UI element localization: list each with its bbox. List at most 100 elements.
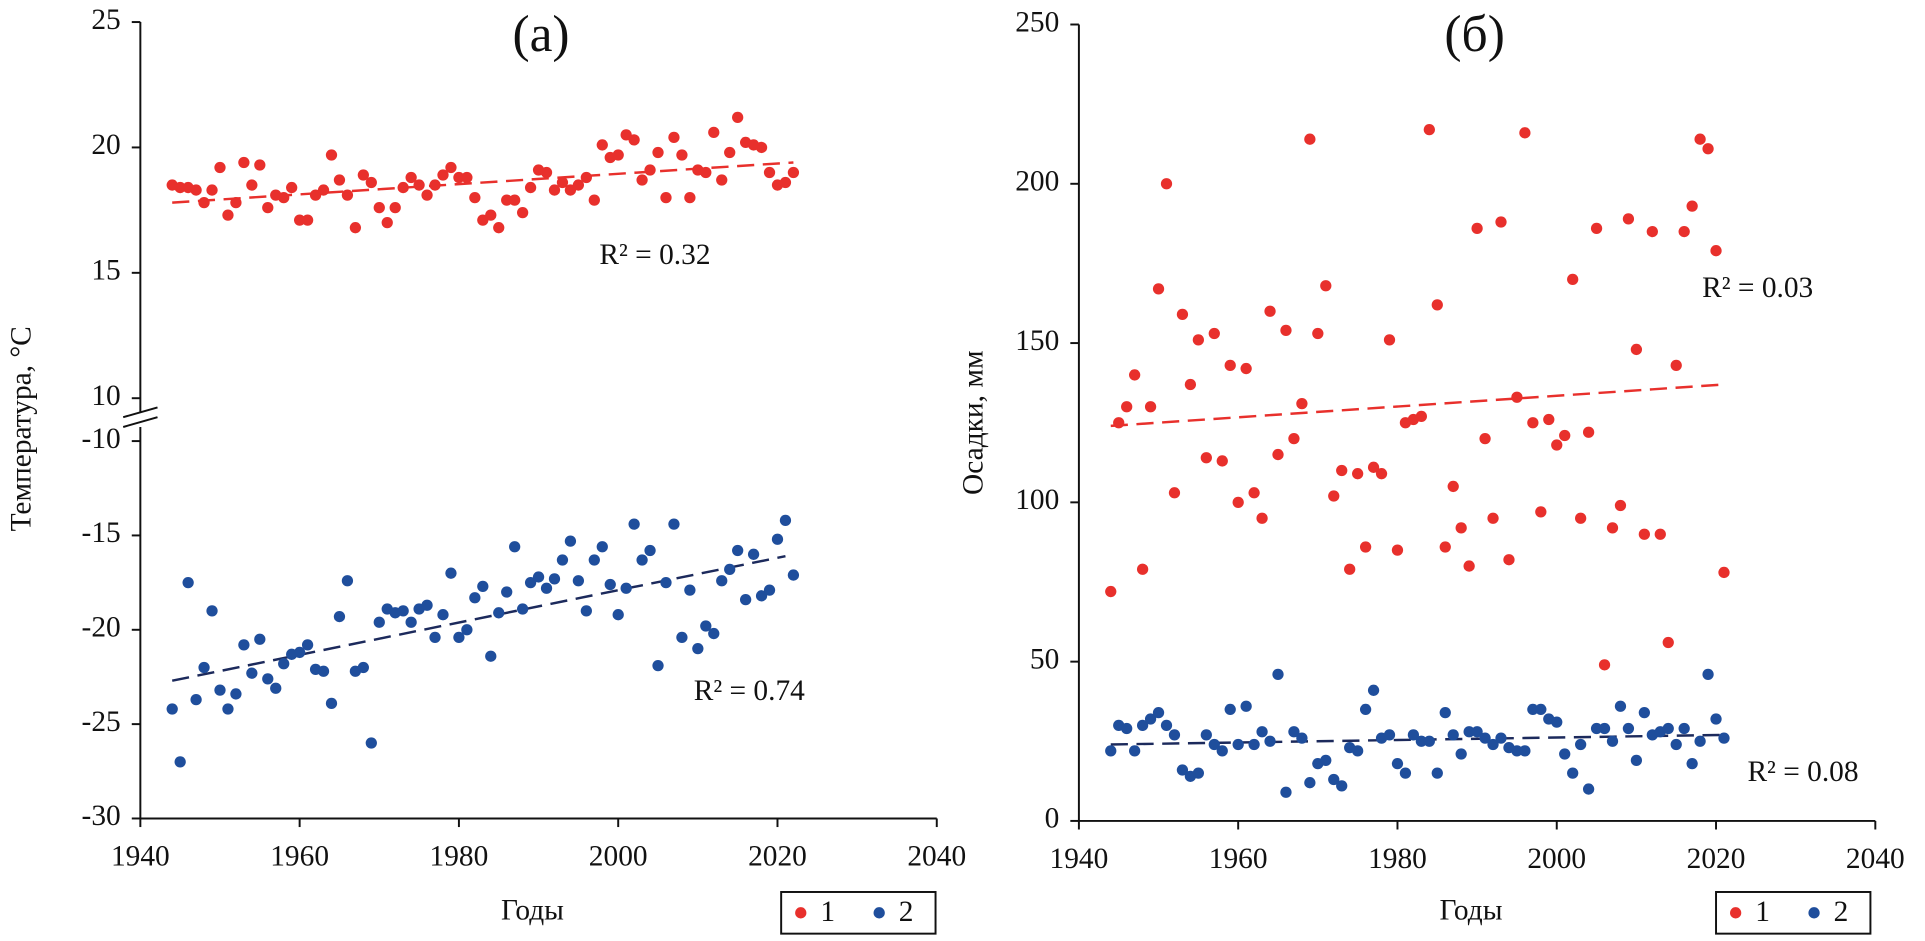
- data-point: [1590, 222, 1603, 235]
- data-point: [668, 518, 680, 530]
- data-point: [262, 201, 274, 214]
- data-point: [405, 616, 417, 628]
- data-point: [1168, 729, 1181, 741]
- data-point: [700, 620, 712, 632]
- y-tick-label: 100: [1015, 484, 1059, 516]
- data-point: [461, 171, 473, 184]
- data-point: [1535, 506, 1547, 518]
- data-point: [349, 222, 362, 234]
- data-point: [1232, 738, 1244, 751]
- data-point: [1447, 729, 1459, 741]
- data-point: [548, 184, 561, 196]
- data-point: [437, 609, 449, 621]
- y-tick-label: 0: [1045, 803, 1060, 835]
- data-point: [485, 209, 497, 221]
- data-point: [1614, 499, 1627, 512]
- data-point: [1240, 362, 1252, 375]
- data-point: [1344, 563, 1356, 575]
- data-point: [373, 616, 385, 628]
- data-point: [1479, 433, 1491, 445]
- x-tick-label: 2040: [907, 841, 966, 873]
- data-point: [1455, 522, 1467, 534]
- legend-marker: [1730, 907, 1742, 919]
- data-point: [1144, 401, 1157, 413]
- legend-box: [780, 891, 937, 935]
- x-tick-label: 1940: [1050, 843, 1109, 875]
- data-point: [341, 189, 354, 201]
- data-point: [572, 179, 585, 191]
- data-point: [1288, 433, 1300, 445]
- data-point: [469, 592, 481, 604]
- data-point: [1718, 732, 1730, 744]
- data-point: [1662, 722, 1674, 735]
- data-point: [413, 179, 425, 191]
- data-point: [755, 141, 768, 154]
- x-tick-label: 2020: [1687, 843, 1746, 875]
- data-point: [524, 576, 537, 589]
- data-point: [190, 693, 202, 706]
- r2-annotation: R² = 0.32: [599, 239, 710, 271]
- y-tick-label: 15: [91, 255, 120, 287]
- data-point: [389, 201, 401, 214]
- data-point: [1431, 299, 1443, 311]
- data-point: [628, 134, 640, 146]
- data-point: [1710, 713, 1722, 725]
- data-point: [1543, 413, 1555, 426]
- data-point: [1240, 700, 1252, 712]
- data-point: [532, 571, 545, 583]
- data-point: [214, 684, 226, 696]
- legend-label: 2: [899, 896, 914, 928]
- data-point: [1407, 729, 1420, 741]
- data-point: [732, 544, 744, 557]
- data-point: [1264, 735, 1276, 747]
- data-point: [1535, 703, 1547, 716]
- data-point: [293, 214, 306, 226]
- data-point: [1144, 713, 1157, 725]
- data-point: [787, 166, 800, 179]
- data-point: [190, 184, 202, 196]
- data-point: [1192, 767, 1204, 779]
- legend-marker: [1808, 907, 1820, 919]
- y-tick-label: -10: [82, 423, 121, 455]
- data-point: [1383, 334, 1396, 346]
- data-point: [182, 576, 194, 589]
- data-point: [206, 605, 218, 617]
- data-point: [564, 535, 577, 547]
- data-point: [461, 624, 473, 636]
- data-point: [1105, 585, 1117, 598]
- data-point: [1638, 528, 1650, 540]
- data-point: [1622, 213, 1635, 225]
- data-point: [493, 607, 505, 619]
- x-tick-label: 1960: [1209, 843, 1268, 875]
- data-point: [1152, 706, 1165, 719]
- data-point: [1606, 735, 1619, 747]
- y-tick-label: -25: [82, 706, 121, 738]
- data-point: [1646, 225, 1658, 238]
- data-point: [556, 554, 569, 566]
- data-point: [286, 181, 298, 194]
- data-point: [1567, 273, 1579, 285]
- data-point: [779, 176, 792, 189]
- data-point: [1575, 738, 1587, 751]
- legend-label: 2: [1834, 896, 1849, 928]
- data-point: [1686, 757, 1698, 770]
- y-tick-label: 50: [1030, 643, 1059, 675]
- data-point: [477, 580, 489, 593]
- data-point: [357, 661, 369, 674]
- data-point: [1423, 123, 1435, 136]
- data-point: [1184, 378, 1197, 391]
- data-point: [1630, 343, 1643, 356]
- data-point: [1176, 764, 1189, 776]
- data-point: [325, 149, 338, 161]
- data-point: [540, 166, 553, 179]
- data-point: [206, 184, 218, 196]
- data-point: [1208, 738, 1220, 751]
- data-point: [1272, 448, 1284, 461]
- data-point: [445, 161, 457, 174]
- data-point: [317, 184, 330, 196]
- data-point: [1304, 777, 1316, 789]
- data-point: [1471, 726, 1483, 738]
- data-point: [1678, 722, 1690, 735]
- data-point: [1710, 245, 1722, 257]
- data-point: [763, 166, 776, 179]
